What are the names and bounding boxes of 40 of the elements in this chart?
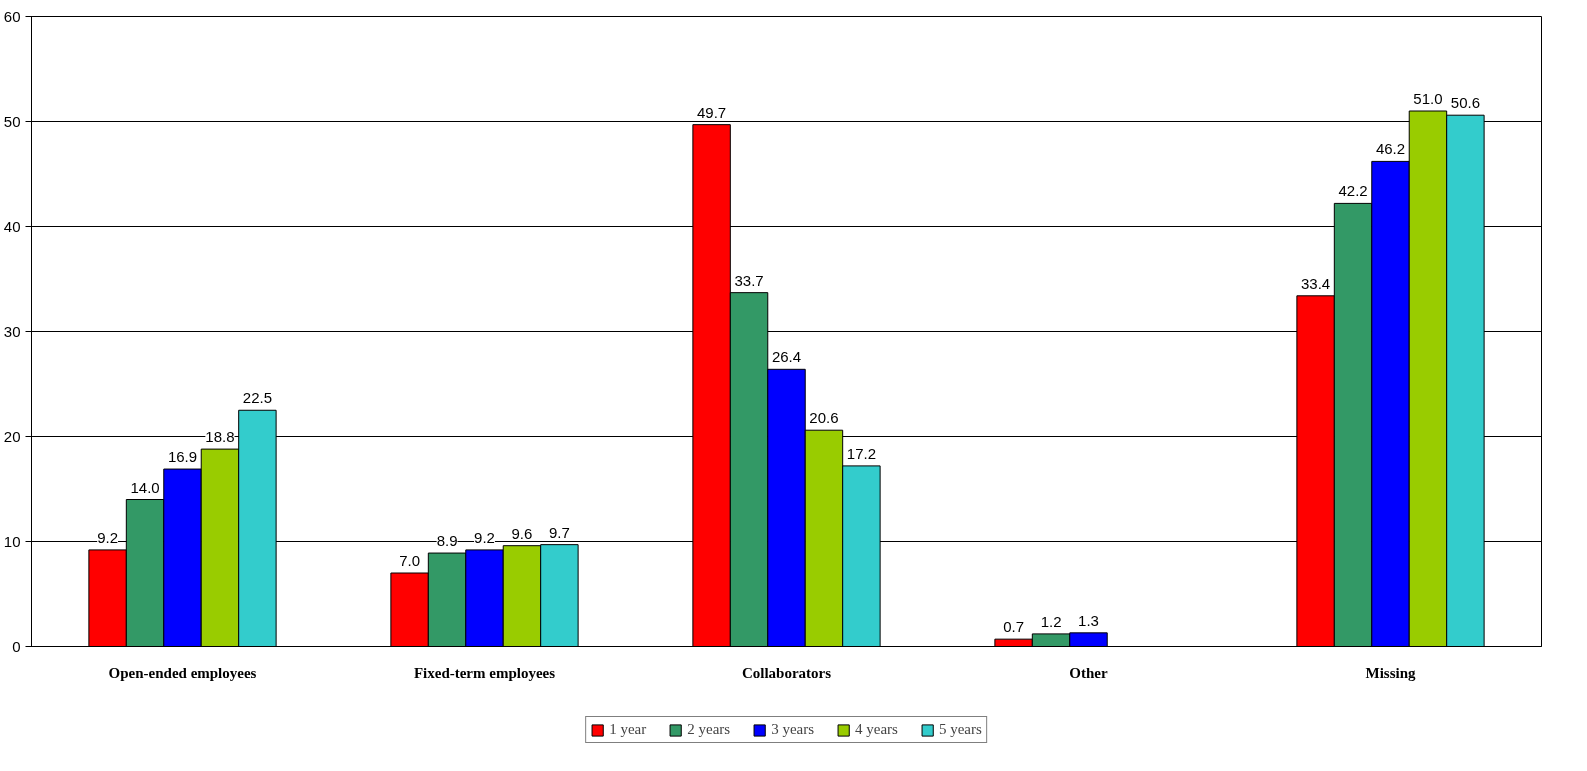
- data-label: 17.2: [846, 444, 876, 462]
- y-tick-label: 50: [3, 112, 21, 130]
- data-label: 33.7: [734, 271, 764, 289]
- data-label: 9.2: [474, 528, 495, 546]
- data-label: 0.7: [1003, 618, 1025, 636]
- y-tick-label: 40: [3, 217, 21, 235]
- data-label: 1.3: [1078, 611, 1099, 629]
- legend-label: 5 years: [938, 721, 982, 738]
- y-tick-label: 60: [3, 7, 21, 25]
- legend-label: 4 years: [855, 721, 898, 738]
- data-label: 26.4: [771, 348, 802, 366]
- data-label: 18.8: [205, 428, 235, 446]
- data-label: 9.6: [511, 524, 533, 542]
- x-tick-label: Other: [1069, 664, 1108, 681]
- data-label: 50.6: [1450, 94, 1480, 112]
- x-tick-label: Fixed-term employees: [413, 664, 556, 681]
- data-label: 51.0: [1413, 90, 1443, 107]
- y-tick-label: 10: [3, 532, 21, 550]
- legend-label: 2 years: [687, 721, 731, 738]
- data-label: 9.2: [97, 528, 119, 546]
- data-label: 22.5: [242, 389, 272, 407]
- legend-label: 1 year: [609, 721, 647, 738]
- data-label: 9.7: [548, 523, 570, 541]
- y-tick-label: 30: [3, 322, 21, 340]
- data-label: 42.2: [1338, 182, 1368, 200]
- y-tick-label: 20: [3, 427, 21, 445]
- data-label: 7.0: [399, 552, 421, 569]
- data-label: 16.9: [167, 448, 198, 466]
- data-label: 8.9: [436, 532, 458, 550]
- y-tick-label: 0: [12, 637, 21, 655]
- x-tick-label: Open-ended employees: [108, 664, 257, 681]
- data-label: 1.2: [1040, 612, 1062, 630]
- data-label: 46.2: [1375, 140, 1406, 158]
- legend-label: 3 years: [771, 721, 815, 738]
- data-label: 49.7: [697, 103, 727, 121]
- data-label: 20.6: [809, 409, 839, 427]
- data-label: 14.0: [130, 478, 160, 496]
- x-tick-label: Missing: [1365, 664, 1416, 681]
- data-label: 33.4: [1301, 274, 1331, 292]
- x-tick-label: Collaborators: [741, 664, 832, 681]
